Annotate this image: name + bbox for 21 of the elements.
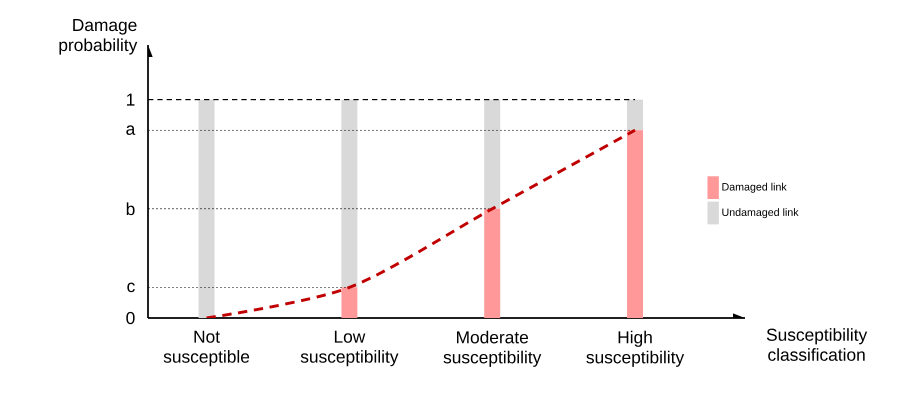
x-tick-label: Low susceptibility — [300, 330, 398, 366]
y-tick-label: 1 — [126, 94, 134, 106]
bar — [484, 100, 500, 209]
bar — [484, 208, 500, 318]
bar — [627, 100, 644, 130]
y-axis-title: Damage probability — [59, 19, 138, 55]
y-tick-label: a — [126, 125, 136, 135]
x-tick-label: Not susceptible — [164, 330, 250, 366]
bar — [198, 100, 215, 318]
y-tick-label: b — [126, 202, 135, 216]
x-tick-label: High susceptibility — [586, 330, 684, 367]
bar — [627, 130, 644, 318]
bar — [341, 100, 358, 288]
legend-label: Damaged link — [722, 182, 787, 193]
y-tick-label: c — [127, 282, 135, 292]
y-tick-label: 0 — [126, 312, 135, 324]
bar — [341, 287, 358, 318]
x-axis-title: Susceptibility classification — [766, 328, 868, 361]
line-series — [205, 128, 636, 318]
x-tick-label: Moderate susceptibility — [444, 330, 542, 367]
legend-label: Undamaged link — [722, 208, 799, 218]
